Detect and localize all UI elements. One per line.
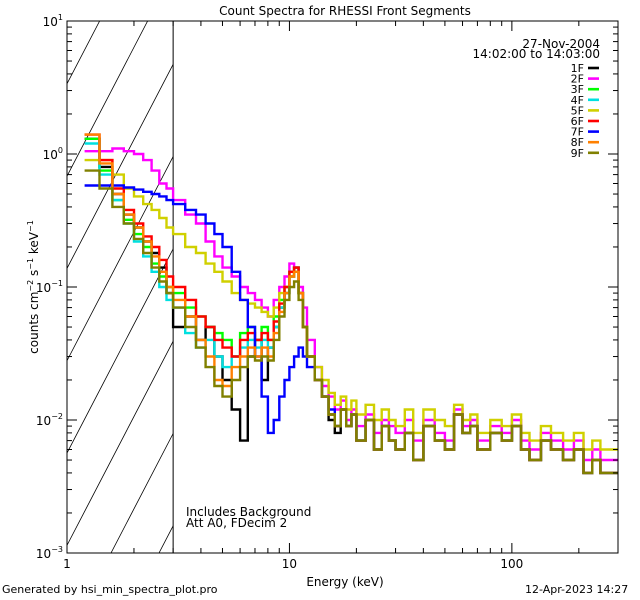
series-lines — [84, 133, 618, 475]
legend-label-2F: 2F — [571, 73, 584, 86]
y-tick-label: 101 — [43, 13, 63, 29]
x-tick-label: 10 — [282, 557, 297, 571]
legend-label-6F: 6F — [571, 115, 584, 128]
x-tick-label: 1 — [63, 557, 71, 571]
series-line-5F — [84, 158, 618, 451]
x-tick-label: 100 — [500, 557, 523, 571]
annotation-background: Includes Background — [186, 505, 311, 519]
legend-label-1F: 1F — [571, 62, 584, 75]
legend-time-range: 14:02:00 to 14:03:00 — [473, 47, 600, 61]
y-axis-label: counts cm−2 s−1 keV−1 — [26, 220, 41, 354]
chart-title: Count Spectra for RHESSI Front Segments — [219, 4, 471, 18]
x-axis-label: Energy (keV) — [306, 575, 383, 589]
legend-label-3F: 3F — [571, 83, 584, 96]
legend-label-4F: 4F — [571, 94, 584, 107]
y-tick-label: 100 — [43, 146, 63, 162]
annotation-attenuator: Att A0, FDecim 2 — [186, 516, 287, 530]
legend-label-9F: 9F — [571, 147, 584, 160]
series-line-9F — [84, 169, 618, 475]
legend-date: 27-Nov-2004 — [522, 37, 600, 51]
y-tick-label: 10−3 — [36, 545, 63, 561]
y-tick-label: 10−2 — [36, 412, 63, 428]
legend-label-8F: 8F — [571, 136, 584, 149]
legend-label-5F: 5F — [571, 104, 584, 117]
timestamp-footer: 12-Apr-2023 14:27 — [525, 583, 629, 596]
axis-ticks: 1 10 100 10−3 10−2 10−1 100 101 — [36, 13, 619, 571]
generated-by-footer: Generated by hsi_min_spectra_plot.pro — [2, 583, 218, 596]
legend-label-7F: 7F — [571, 126, 584, 139]
y-tick-label: 10−1 — [36, 279, 63, 295]
